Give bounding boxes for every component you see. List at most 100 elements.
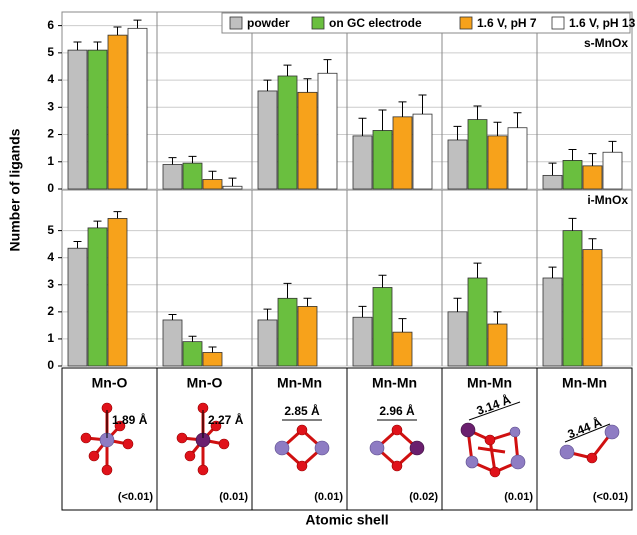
structure bbox=[274, 419, 330, 472]
bar bbox=[162, 164, 183, 190]
error-bar bbox=[208, 346, 217, 353]
bar bbox=[412, 113, 433, 190]
bar bbox=[582, 165, 603, 190]
error-bar bbox=[303, 78, 312, 93]
bar bbox=[162, 319, 183, 367]
bar bbox=[297, 91, 318, 190]
error-bar bbox=[323, 59, 332, 74]
bar bbox=[392, 331, 413, 367]
bar bbox=[87, 49, 108, 190]
error-bar bbox=[398, 101, 407, 117]
legend-swatch bbox=[311, 16, 325, 30]
structure bbox=[176, 402, 230, 476]
bar bbox=[542, 277, 563, 367]
bar bbox=[467, 277, 488, 367]
bar bbox=[222, 185, 243, 190]
shell-label: Mn-Mn bbox=[467, 375, 512, 391]
fit-note: (<0.01) bbox=[593, 491, 628, 503]
bar bbox=[127, 27, 148, 190]
error-bar bbox=[493, 311, 502, 325]
error-bar bbox=[493, 121, 502, 136]
shell-label: Mn-O bbox=[92, 375, 128, 391]
error-bar bbox=[283, 64, 292, 76]
bar bbox=[487, 135, 508, 190]
bar bbox=[447, 139, 468, 190]
x-axis-label: Atomic shell bbox=[305, 512, 388, 528]
bar bbox=[317, 72, 338, 190]
y-tick-label: 2 bbox=[47, 127, 54, 141]
error-bar bbox=[378, 274, 387, 288]
bar bbox=[67, 247, 88, 367]
bar bbox=[67, 49, 88, 190]
error-bar bbox=[113, 26, 122, 36]
bar bbox=[297, 306, 318, 367]
error-bar bbox=[208, 170, 217, 180]
y-tick-label: 5 bbox=[47, 45, 54, 59]
shell-label: Mn-Mn bbox=[277, 375, 322, 391]
error-bar bbox=[358, 305, 367, 318]
bar bbox=[277, 297, 298, 367]
error-bar bbox=[303, 297, 312, 307]
shell-label: Mn-O bbox=[187, 375, 223, 391]
bar bbox=[507, 127, 528, 190]
bar bbox=[107, 218, 128, 367]
bar bbox=[87, 227, 108, 367]
bar bbox=[277, 75, 298, 190]
error-bar bbox=[228, 177, 237, 187]
y-tick-label: 1 bbox=[47, 154, 54, 168]
bar bbox=[582, 249, 603, 367]
error-bar bbox=[188, 335, 197, 342]
error-bar bbox=[73, 240, 82, 249]
y-axis-label: Number of ligands bbox=[7, 128, 23, 251]
legend-label: 1.6 V, pH 7 bbox=[477, 16, 537, 30]
bar bbox=[352, 135, 373, 190]
error-bar bbox=[608, 140, 617, 153]
error-bar bbox=[398, 318, 407, 333]
error-bar bbox=[513, 112, 522, 128]
error-bar bbox=[588, 238, 597, 250]
y-tick-label: 3 bbox=[47, 99, 54, 113]
structure bbox=[80, 402, 134, 476]
bar bbox=[562, 160, 583, 190]
shell-label: Mn-Mn bbox=[372, 375, 417, 391]
error-bar bbox=[168, 314, 177, 320]
error-bar bbox=[93, 41, 102, 51]
fit-note: (0.01) bbox=[314, 491, 343, 503]
bar bbox=[542, 174, 563, 190]
error-bar bbox=[133, 19, 142, 29]
bar bbox=[372, 130, 393, 190]
bar bbox=[602, 151, 623, 190]
error-bar bbox=[473, 262, 482, 278]
y-tick-label: 2 bbox=[47, 304, 54, 318]
bar bbox=[182, 341, 203, 367]
fit-note: (0.01) bbox=[504, 491, 533, 503]
bar bbox=[487, 323, 508, 367]
error-bar bbox=[378, 109, 387, 131]
error-bar bbox=[73, 41, 82, 51]
structure bbox=[559, 423, 620, 464]
structure bbox=[369, 419, 425, 472]
y-tick-label: 4 bbox=[47, 250, 54, 264]
y-tick-label: 4 bbox=[47, 72, 54, 86]
error-bar bbox=[188, 155, 197, 164]
bar bbox=[372, 287, 393, 367]
bar bbox=[562, 230, 583, 367]
bar bbox=[352, 316, 373, 367]
fit-note: (0.02) bbox=[409, 491, 438, 503]
error-bar bbox=[453, 297, 462, 312]
y-tick-label: 1 bbox=[47, 331, 54, 345]
distance-label: 1.89 Å bbox=[112, 412, 148, 427]
error-bar bbox=[263, 308, 272, 320]
y-tick-label: 5 bbox=[47, 223, 54, 237]
y-tick-label: 3 bbox=[47, 277, 54, 291]
error-bar bbox=[358, 117, 367, 136]
bar bbox=[467, 119, 488, 190]
y-tick-label: 0 bbox=[47, 358, 54, 372]
shell-label: Mn-Mn bbox=[562, 375, 607, 391]
fit-note: (0.01) bbox=[219, 491, 248, 503]
error-bar bbox=[548, 162, 557, 176]
y-tick-label: 6 bbox=[47, 18, 54, 32]
legend-label: powder bbox=[247, 16, 290, 30]
legend-label: on GC electrode bbox=[329, 16, 422, 30]
error-bar bbox=[588, 153, 597, 166]
